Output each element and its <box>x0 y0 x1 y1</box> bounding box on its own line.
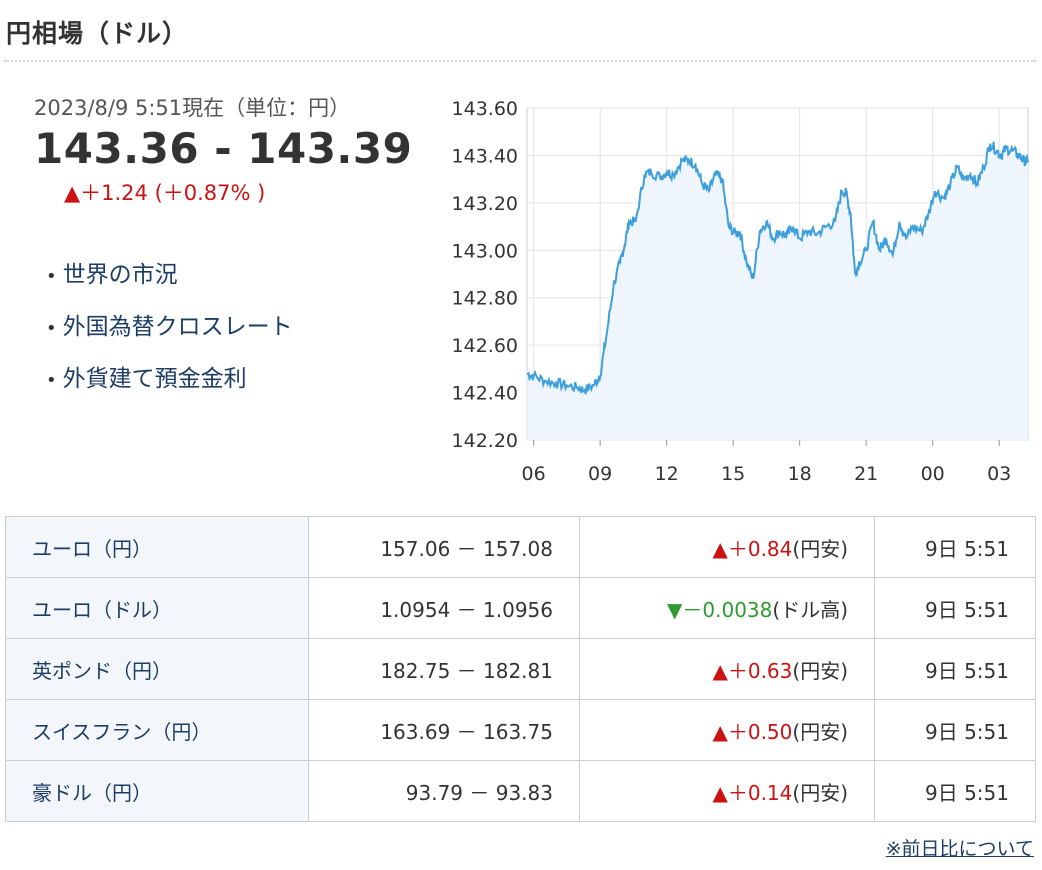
page-title: 円相場（ドル） <box>6 19 189 48</box>
currency-time: 9日 5:51 <box>874 516 1036 578</box>
y-tick-label: 143.60 <box>452 98 518 120</box>
x-tick-label: 12 <box>655 463 679 485</box>
change-value: ▲＋0.84 <box>712 536 793 561</box>
x-tick-label: 18 <box>788 463 812 485</box>
link-item: • 外貨建て預金金利 <box>46 362 293 414</box>
related-links: • 世界の市況 • 外国為替クロスレート • 外貨建て預金金利 <box>46 258 293 414</box>
y-tick-label: 143.20 <box>452 193 518 215</box>
note-link[interactable]: ※前日比について <box>885 838 1034 860</box>
y-tick-label: 142.40 <box>452 383 518 405</box>
currency-name[interactable]: 豪ドル（円） <box>5 760 309 822</box>
y-tick-label: 143.00 <box>452 240 518 262</box>
currency-rate: 182.75 － 182.81 <box>308 638 580 700</box>
currency-time: 9日 5:51 <box>874 577 1036 639</box>
currency-name[interactable]: スイスフラン（円） <box>5 699 309 761</box>
y-tick-label: 142.20 <box>452 430 518 452</box>
series-line <box>526 141 1029 395</box>
currency-name[interactable]: ユーロ（円） <box>5 516 309 578</box>
link-item: • 世界の市況 <box>46 258 293 310</box>
change-suffix: (ドル高) <box>772 597 848 622</box>
usd-jpy-line-chart: 143.60 143.40 143.20 143.00 142.80 142.60 142.… <box>452 98 1029 485</box>
y-axis-ticks: 143.60 143.40 143.20 143.00 142.80 142.60 142.… <box>452 98 518 452</box>
x-axis-ticks: 06 09 12 15 18 21 00 03 <box>522 463 1012 485</box>
bullet-icon: • <box>46 318 57 339</box>
change-value: ▲＋0.14 <box>712 780 793 805</box>
change-value: ▼－0.0038 <box>667 597 773 622</box>
link-deposit-rates[interactable]: 外貨建て預金金利 <box>62 366 247 392</box>
currency-rate: 1.0954 － 1.0956 <box>308 577 580 639</box>
table-row: ユーロ（円） 157.06 － 157.08 ▲＋0.84(円安) 9日 5:51 <box>5 516 1036 578</box>
y-tick-label: 142.60 <box>452 335 518 357</box>
currency-time: 9日 5:51 <box>874 760 1036 822</box>
change-suffix: (円安) <box>792 536 848 561</box>
y-tick-label: 142.80 <box>452 288 518 310</box>
currency-change: ▼－0.0038(ドル高) <box>579 577 875 639</box>
x-tick-label: 09 <box>588 463 612 485</box>
bullet-icon: • <box>46 370 57 391</box>
table-row: 英ポンド（円） 182.75 － 182.81 ▲＋0.63(円安) 9日 5:51 <box>5 638 1036 700</box>
page-header: 円相場（ドル） <box>0 0 1042 62</box>
change-suffix: (円安) <box>792 780 848 805</box>
table-row: ユーロ（ドル） 1.0954 － 1.0956 ▼－0.0038(ドル高) 9日 5:… <box>5 577 1036 639</box>
currency-time: 9日 5:51 <box>874 638 1036 700</box>
currency-change: ▲＋0.14(円安) <box>579 760 875 822</box>
quote-price: 143.36 - 143.39 <box>34 124 413 173</box>
currency-name[interactable]: 英ポンド（円） <box>5 638 309 700</box>
y-tick-label: 143.40 <box>452 145 518 167</box>
quote-change: ▲＋1.24 (＋0.87% ) <box>64 181 266 205</box>
table-row: 豪ドル（円） 93.79 － 93.83 ▲＋0.14(円安) 9日 5:51 <box>5 760 1036 822</box>
currency-rate: 93.79 － 93.83 <box>308 760 580 822</box>
table-row: スイスフラン（円） 163.69 － 163.75 ▲＋0.50(円安) 9日 5:5… <box>5 699 1036 761</box>
link-item: • 外国為替クロスレート <box>46 310 293 362</box>
currency-rate: 157.06 － 157.08 <box>308 516 580 578</box>
bullet-icon: • <box>46 266 57 287</box>
currency-change: ▲＋0.84(円安) <box>579 516 875 578</box>
change-suffix: (円安) <box>792 658 848 683</box>
fx-rate-table: ユーロ（円） 157.06 － 157.08 ▲＋0.84(円安) 9日 5:51 ユー… <box>5 516 1036 822</box>
x-tick-label: 06 <box>522 463 546 485</box>
x-tick-label: 15 <box>721 463 745 485</box>
currency-change: ▲＋0.63(円安) <box>579 638 875 700</box>
x-tick-label: 21 <box>854 463 878 485</box>
x-tick-label: 00 <box>921 463 945 485</box>
currency-change: ▲＋0.50(円安) <box>579 699 875 761</box>
x-tick-label: 03 <box>987 463 1011 485</box>
series-area <box>527 141 1028 441</box>
currency-name[interactable]: ユーロ（ドル） <box>5 577 309 639</box>
change-suffix: (円安) <box>792 719 848 744</box>
quote-timestamp: 2023/8/9 5:51現在（単位：円） <box>34 96 351 120</box>
currency-time: 9日 5:51 <box>874 699 1036 761</box>
change-value: ▲＋0.50 <box>712 719 793 744</box>
quote-panel: 2023/8/9 5:51現在（単位：円） 143.36 - 143.39 ▲＋… <box>34 92 424 207</box>
header-divider <box>4 60 1036 62</box>
link-cross-rates[interactable]: 外国為替クロスレート <box>62 314 293 340</box>
link-world-markets[interactable]: 世界の市況 <box>62 262 178 288</box>
currency-rate: 163.69 － 163.75 <box>308 699 580 761</box>
change-value: ▲＋0.63 <box>712 658 793 683</box>
